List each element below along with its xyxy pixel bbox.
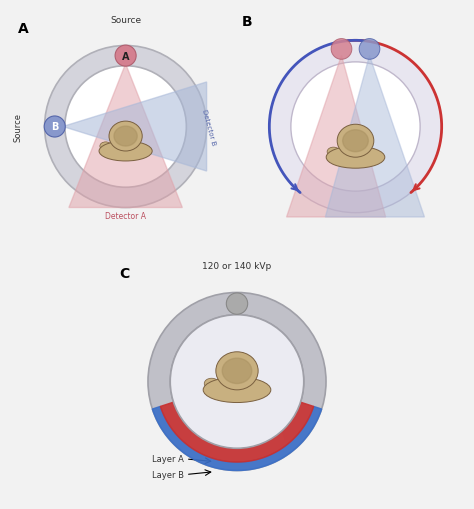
Polygon shape [69,65,182,208]
Text: B: B [241,15,252,30]
Ellipse shape [343,130,368,152]
Text: Layer A: Layer A [152,454,183,463]
Circle shape [45,46,207,208]
Circle shape [291,63,420,192]
Ellipse shape [327,148,340,157]
Polygon shape [325,56,424,217]
Circle shape [269,41,442,213]
Circle shape [170,315,304,448]
Text: Source: Source [14,113,23,142]
Ellipse shape [204,379,219,389]
Polygon shape [287,56,386,217]
Circle shape [226,293,248,315]
Text: 120 or 140 kVp: 120 or 140 kVp [202,262,272,271]
Ellipse shape [99,142,152,162]
Circle shape [65,67,186,188]
Polygon shape [63,83,207,172]
Ellipse shape [100,143,111,151]
Circle shape [359,40,380,60]
Ellipse shape [203,377,271,403]
Text: Layer B: Layer B [152,470,183,479]
Ellipse shape [326,147,385,169]
Polygon shape [160,402,314,462]
Ellipse shape [109,122,142,152]
Circle shape [44,117,65,138]
Text: Detector A: Detector A [105,212,146,221]
Circle shape [170,315,304,448]
Ellipse shape [222,358,252,384]
Text: A: A [18,22,29,36]
Ellipse shape [216,352,258,390]
Ellipse shape [337,125,374,158]
Text: Detector B: Detector B [201,108,216,146]
Circle shape [148,293,326,471]
Polygon shape [152,407,322,471]
Circle shape [331,40,352,60]
Text: C: C [119,266,129,280]
Circle shape [115,46,136,67]
Text: A: A [122,51,129,62]
Text: Source: Source [110,16,141,24]
Text: B: B [51,122,58,132]
Ellipse shape [114,127,137,147]
Polygon shape [190,314,284,439]
